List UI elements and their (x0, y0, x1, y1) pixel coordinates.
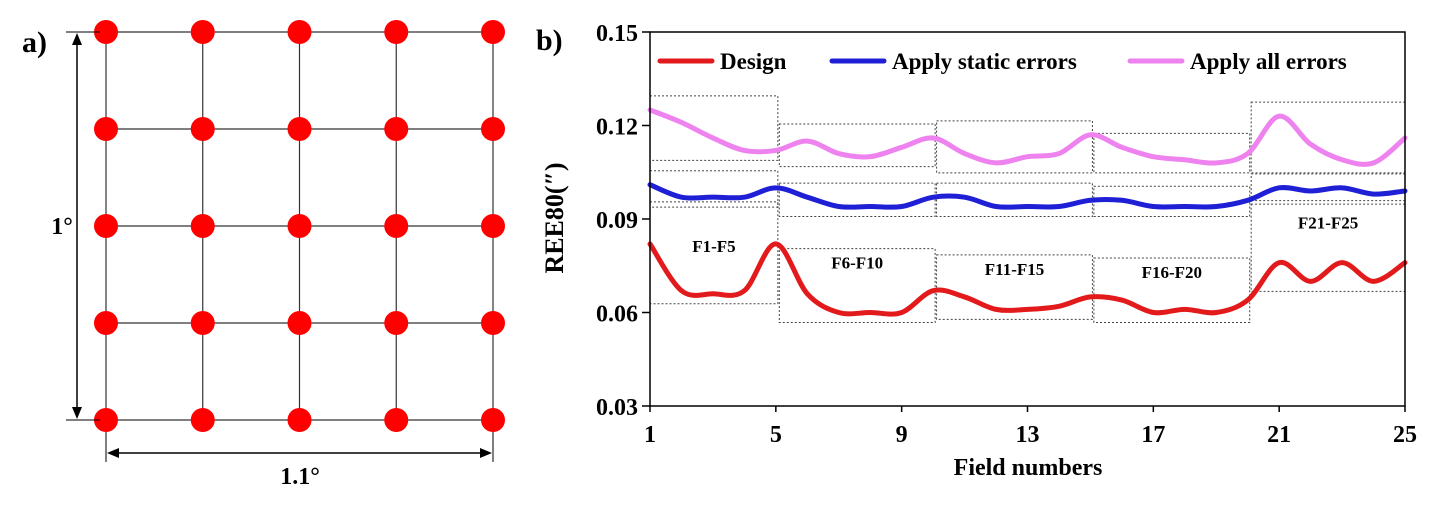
field-point (384, 311, 409, 335)
field-point (287, 408, 312, 432)
field-point (287, 311, 312, 335)
group-label: F11-F15 (985, 260, 1045, 279)
field-points (94, 20, 505, 432)
series-line (647, 107, 1408, 167)
field-point (481, 214, 505, 238)
group-box (1093, 257, 1251, 323)
field-point (481, 408, 505, 432)
field-point (287, 214, 312, 238)
field-point (94, 214, 118, 238)
x-tick-label: 5 (770, 422, 782, 448)
field-point (190, 20, 215, 44)
group-box (1250, 101, 1406, 174)
y-tick-label: 0.09 (596, 208, 638, 234)
group-label: F1-F5 (692, 237, 735, 256)
group-box (936, 182, 1093, 218)
x-tick-label: 25 (1393, 422, 1417, 448)
group-box (778, 248, 936, 323)
series-line (647, 241, 1408, 317)
field-point (190, 408, 215, 432)
x-axis-label: Field numbers (954, 455, 1103, 481)
y-tick-label: 0.15 (596, 21, 638, 47)
field-point (94, 311, 118, 335)
plot-frame (649, 31, 1406, 407)
field-point (384, 20, 409, 44)
legend: Design Apply static errors Apply all error… (657, 49, 1347, 74)
y-axis-label: REE80(″) (540, 162, 569, 273)
group-box (936, 254, 1093, 320)
y-tick-label: 0.06 (596, 302, 638, 328)
width-dimension-arrow (105, 432, 494, 462)
series-line (647, 182, 1408, 210)
field-point (481, 117, 505, 141)
series-lines (647, 107, 1408, 317)
field-point (190, 117, 215, 141)
y-tick-label: 0.12 (596, 115, 638, 141)
x-tick-label: 21 (1267, 422, 1291, 448)
field-point (384, 408, 409, 432)
group-box (936, 120, 1093, 174)
group-box (1250, 200, 1406, 292)
x-tick-label: 17 (1141, 422, 1165, 448)
x-tick-label: 1 (644, 422, 656, 448)
panel-b-label: b) (536, 24, 563, 57)
field-point (384, 117, 409, 141)
group-boxes: F1-F5 F6-F10 F11-F15 F16-F20 F21-F25 (649, 95, 1406, 323)
x-tick-label: 13 (1016, 422, 1040, 448)
height-label: 1° (51, 214, 73, 240)
field-point (384, 214, 409, 238)
legend-label: Apply all errors (1190, 49, 1347, 74)
group-box (778, 123, 936, 168)
field-point (190, 214, 215, 238)
panel-b-chart: b) F1-F5 F6-F10 F11-F15 F16-F20 F21-F25 0.03… (536, 21, 1417, 481)
group-box (778, 182, 936, 218)
group-box (1093, 132, 1251, 174)
group-label: F21-F25 (1298, 214, 1358, 233)
field-point (287, 20, 312, 44)
group-label: F6-F10 (831, 254, 883, 273)
field-point (190, 311, 215, 335)
axes: 0.03 0.06 0.09 0.12 0.15 1 5 9 13 17 21 25 (596, 21, 1417, 448)
width-label: 1.1° (280, 464, 320, 490)
panel-a-label: a) (22, 26, 47, 59)
legend-label: Apply static errors (892, 49, 1077, 74)
legend-label: Design (720, 49, 787, 74)
field-point (94, 408, 118, 432)
group-label: F16-F20 (1142, 263, 1202, 282)
height-dimension-arrow (66, 31, 100, 421)
field-point (94, 117, 118, 141)
panel-a-field-grid: a) 1° 1.1° (22, 20, 505, 490)
field-point (481, 20, 505, 44)
field-point (287, 117, 312, 141)
field-point (481, 311, 505, 335)
group-box (649, 170, 779, 208)
x-tick-label: 9 (896, 422, 908, 448)
field-point (94, 20, 118, 44)
y-tick-label: 0.03 (596, 395, 638, 421)
